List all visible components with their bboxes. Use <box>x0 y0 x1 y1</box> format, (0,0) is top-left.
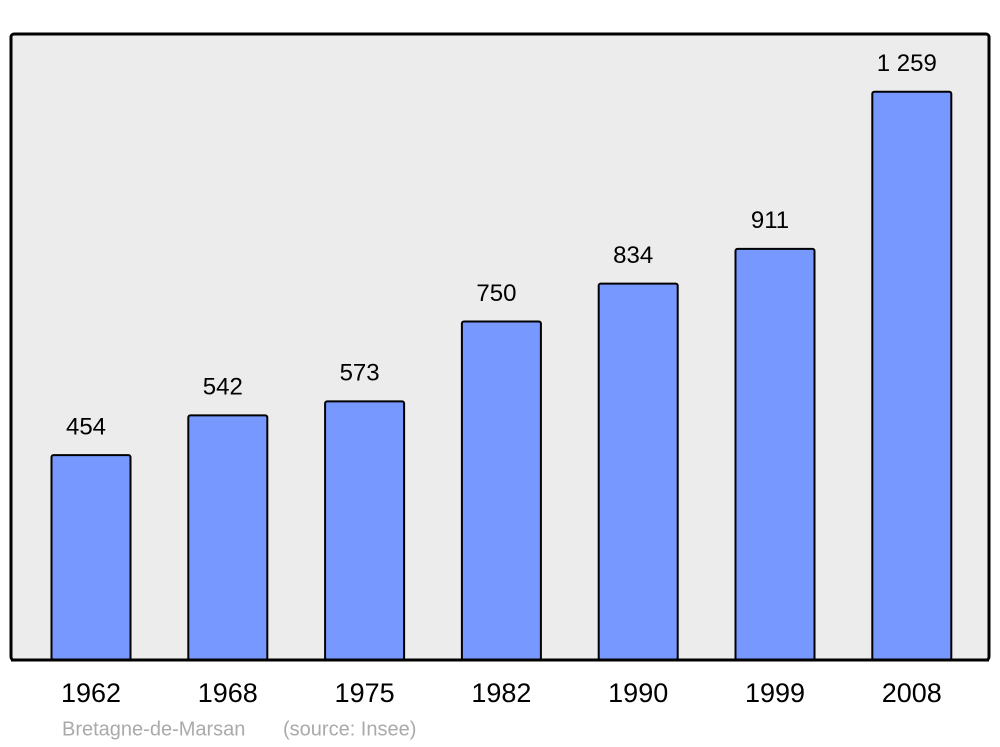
bar <box>597 282 679 661</box>
x-tick-label: 1962 <box>61 678 121 708</box>
x-tick-label: 2008 <box>882 678 942 708</box>
value-label: 454 <box>66 413 106 440</box>
value-label: 834 <box>613 242 653 269</box>
bar <box>50 454 132 661</box>
value-label: 750 <box>476 280 516 307</box>
value-label: 542 <box>203 374 243 401</box>
x-tick-label: 1975 <box>335 678 395 708</box>
bar <box>734 247 816 661</box>
x-tick-label: 1990 <box>608 678 668 708</box>
x-tick-label: 1982 <box>471 678 531 708</box>
x-tick-label: 1999 <box>745 678 805 708</box>
x-tick-label: 1968 <box>198 678 258 708</box>
bar <box>871 90 953 661</box>
caption: Bretagne-de-Marsan <box>62 718 245 740</box>
bar <box>187 414 269 661</box>
value-label: 911 <box>751 207 789 234</box>
bar <box>324 400 406 661</box>
bar <box>460 320 542 661</box>
source: (source: Insee) <box>283 718 416 740</box>
value-label: 573 <box>340 360 380 387</box>
value-label: 1 259 <box>877 50 937 77</box>
